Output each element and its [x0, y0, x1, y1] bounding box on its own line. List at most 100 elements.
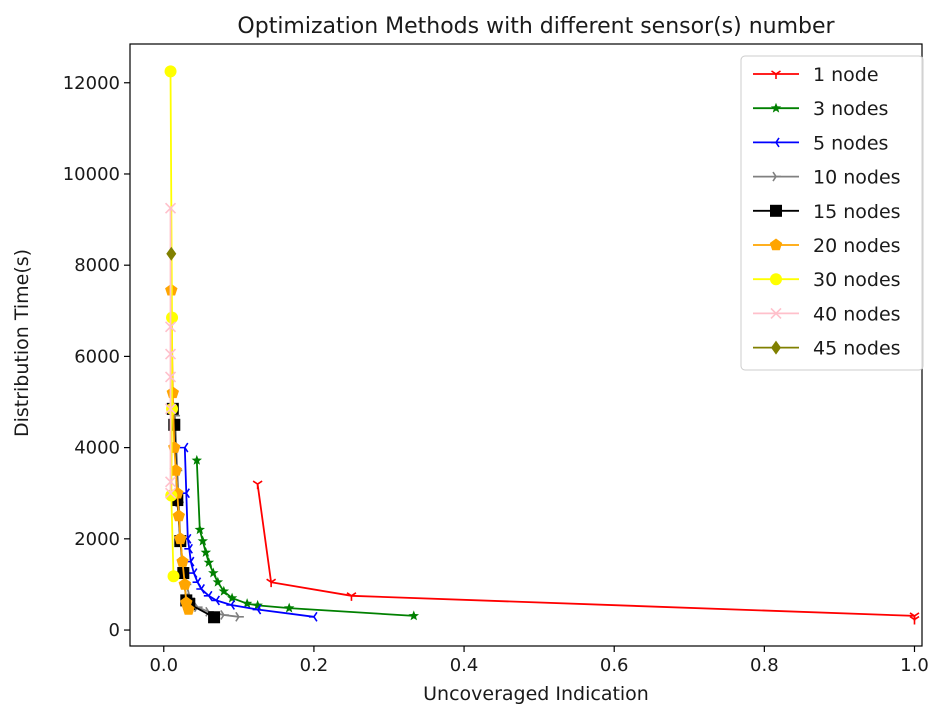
y-tick-label: 2000: [74, 529, 120, 550]
data-point: [252, 599, 263, 610]
legend-item: 40 nodes: [753, 303, 901, 325]
legend-label: 5 nodes: [813, 132, 888, 154]
y-tick-label: 12000: [63, 73, 120, 94]
legend-item: 10 nodes: [753, 167, 901, 189]
series-2: [179, 442, 318, 622]
legend: 1 node 3 nodes 5 nodes 10 nodes 15 nodes 20 n…: [740, 55, 924, 371]
y-tick-label: 8000: [74, 255, 120, 276]
data-point: [220, 610, 229, 620]
legend-marker: [770, 204, 782, 217]
data-point: [346, 592, 357, 601]
legend-marker: [771, 137, 780, 148]
y-tick-label: 10000: [63, 164, 120, 185]
data-point: [212, 576, 224, 587]
data-point: [308, 611, 318, 622]
data-point: [164, 403, 177, 415]
data-point: [200, 547, 212, 557]
series-0: [252, 480, 920, 625]
data-point: [252, 480, 263, 490]
legend-marker: [770, 273, 782, 286]
series-7: [164, 202, 177, 499]
data-point: [164, 202, 177, 214]
data-point: [194, 524, 205, 535]
data-point: [176, 555, 189, 567]
data-point: [164, 321, 177, 333]
legend-item: 45 nodes: [753, 338, 901, 360]
y-tick-label: 4000: [74, 438, 120, 459]
legend-item: 3 nodes: [753, 98, 888, 120]
legend-marker: [769, 238, 783, 251]
legend-label: 1 node: [813, 64, 879, 86]
data-point: [164, 487, 177, 499]
data-point: [283, 602, 295, 613]
legend-marker: [770, 307, 782, 319]
data-point: [208, 567, 219, 578]
data-point: [226, 592, 238, 603]
data-point: [196, 584, 205, 594]
data-point: [191, 454, 202, 465]
data-point: [174, 532, 187, 545]
legend-label: 45 nodes: [813, 338, 901, 360]
legend-item: 5 nodes: [753, 132, 888, 154]
data-point: [166, 246, 177, 261]
legend-item: 15 nodes: [753, 201, 901, 223]
data-point: [909, 615, 920, 625]
series-5: [165, 283, 195, 615]
data-point: [192, 577, 202, 588]
y-axis-label: Distribution Time(s): [11, 249, 33, 437]
legend-marker: [771, 340, 781, 355]
series-6: [164, 65, 180, 583]
legend-item: 30 nodes: [753, 269, 901, 291]
data-point: [164, 348, 177, 360]
series-line: [195, 460, 414, 617]
data-point: [208, 611, 221, 624]
legend-label: 30 nodes: [813, 269, 901, 291]
data-point: [266, 578, 277, 588]
legend-label: 3 nodes: [813, 98, 888, 120]
data-point: [203, 557, 215, 567]
data-point: [203, 590, 213, 601]
data-point: [167, 570, 180, 583]
data-point: [165, 489, 178, 502]
data-point: [188, 568, 198, 578]
legend-label: 15 nodes: [813, 201, 901, 223]
data-point: [211, 595, 220, 606]
x-axis-label: Uncoveraged Indication: [423, 683, 649, 705]
legend-box: [740, 55, 924, 371]
legend-item: 20 nodes: [753, 235, 901, 257]
x-tick-label: 0.4: [450, 655, 479, 676]
data-point: [178, 577, 191, 590]
data-point: [252, 604, 262, 615]
legend-marker: [772, 171, 781, 182]
legend-marker: [770, 102, 782, 113]
plot-area: 0.0 0.2 0.4 0.6 0.8 1.0 0 2000 4000 6000 8000 10000…: [63, 43, 929, 676]
x-tick-label: 0.2: [300, 655, 329, 676]
series-line: [256, 483, 916, 620]
data-point: [235, 611, 244, 622]
legend-label: 40 nodes: [813, 303, 901, 325]
data-point: [169, 463, 182, 476]
data-point: [164, 476, 177, 488]
data-point: [184, 543, 193, 554]
chart-title: Optimization Methods with different sens…: [237, 14, 835, 39]
data-point: [408, 610, 419, 621]
series-line: [183, 447, 315, 618]
x-tick-label: 1.0: [900, 655, 929, 676]
legend-label: 20 nodes: [813, 235, 901, 257]
data-point: [218, 585, 230, 596]
series-8: [166, 246, 177, 261]
x-tick-label: 0.6: [600, 655, 629, 676]
data-point: [166, 311, 179, 324]
x-tick-label: 0.8: [750, 655, 779, 676]
series-1: [191, 454, 419, 621]
y-tick-label: 0: [109, 620, 120, 641]
data-point: [166, 402, 179, 415]
y-tick-label: 6000: [74, 346, 120, 367]
legend-item: 1 node: [753, 64, 879, 86]
legend-marker: [771, 70, 781, 79]
data-point: [179, 442, 189, 453]
data-point: [197, 535, 208, 546]
data-point: [182, 603, 195, 615]
